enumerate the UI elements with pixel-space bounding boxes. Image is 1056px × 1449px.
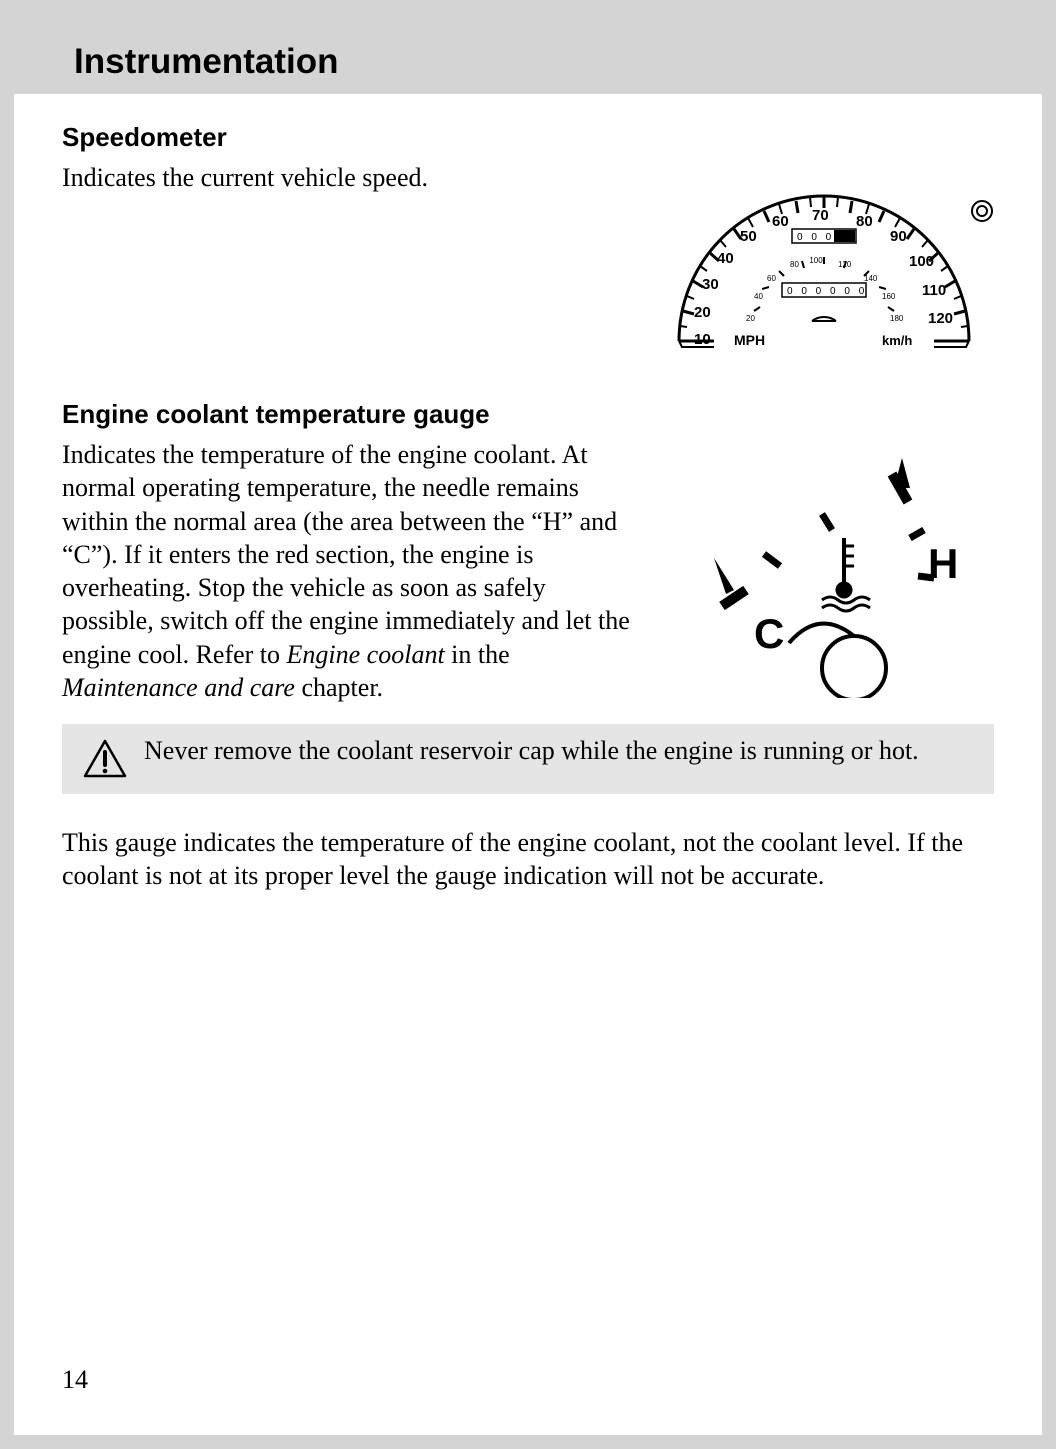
coolant-body-mid: in the [445,640,510,669]
svg-text:MPH: MPH [734,332,765,348]
coolant-italic-2: Maintenance and care [62,673,295,702]
svg-text:60: 60 [767,274,776,283]
svg-text:80: 80 [856,213,873,230]
coolant-body-part1: Indicates the temperature of the engine … [62,440,630,669]
speedometer-heading: Speedometer [62,122,994,153]
coolant-heading: Engine coolant temperature gauge [62,399,994,430]
coolant-row: Indicates the temperature of the engine … [62,438,994,704]
svg-text:H: H [928,540,958,587]
coolant-body: Indicates the temperature of the engine … [62,438,634,704]
svg-text:30: 30 [702,276,719,293]
svg-text:0 0 0 0 0 0: 0 0 0 0 0 0 [787,286,867,297]
svg-text:km/h: km/h [882,333,912,348]
svg-text:20: 20 [746,314,755,323]
svg-text:180: 180 [890,314,904,323]
speedometer-gauge-icon: 10 20 30 40 50 60 70 80 90 100 110 120 [664,161,994,351]
svg-text:20: 20 [694,304,711,321]
coolant-body-after: chapter. [295,673,383,702]
followup-paragraph: This gauge indicates the temperature of … [62,826,994,893]
svg-text:160: 160 [882,292,896,301]
warning-triangle-icon [82,738,128,780]
page-content: Speedometer Indicates the current vehicl… [14,122,1042,893]
svg-text:100: 100 [909,253,934,270]
svg-text:110: 110 [922,282,946,299]
svg-text:60: 60 [772,213,789,230]
svg-text:C: C [754,610,784,657]
speedometer-body: Indicates the current vehicle speed. [62,161,634,194]
speedometer-text: Indicates the current vehicle speed. [62,161,634,351]
coolant-section: Engine coolant temperature gauge Indicat… [62,399,994,704]
svg-text:100: 100 [809,256,823,265]
coolant-gauge-icon: C H [674,438,974,698]
coolant-italic-1: Engine coolant [287,640,445,669]
chapter-title: Instrumentation [74,42,1042,82]
speedometer-row: Indicates the current vehicle speed. [62,161,994,351]
svg-text:40: 40 [754,292,763,301]
warning-text: Never remove the coolant reservoir cap w… [144,734,919,767]
svg-text:120: 120 [928,310,953,327]
page: Instrumentation Speedometer Indicates th… [14,14,1042,1435]
svg-text:120: 120 [838,260,852,269]
coolant-figure: C H [654,438,994,704]
coolant-text-col: Indicates the temperature of the engine … [62,438,634,704]
warning-box: Never remove the coolant reservoir cap w… [62,724,994,794]
svg-text:90: 90 [890,228,907,245]
svg-text:50: 50 [740,228,757,245]
svg-text:80: 80 [790,260,799,269]
svg-text:0 0 0: 0 0 0 [797,232,834,243]
speedometer-section: Speedometer Indicates the current vehicl… [62,122,994,351]
page-number: 14 [62,1365,88,1395]
speedometer-figure: 10 20 30 40 50 60 70 80 90 100 110 120 [654,161,994,351]
chapter-header-bar: Instrumentation [14,14,1042,94]
svg-text:70: 70 [812,207,829,224]
svg-text:40: 40 [717,250,734,267]
svg-text:140: 140 [864,274,878,283]
